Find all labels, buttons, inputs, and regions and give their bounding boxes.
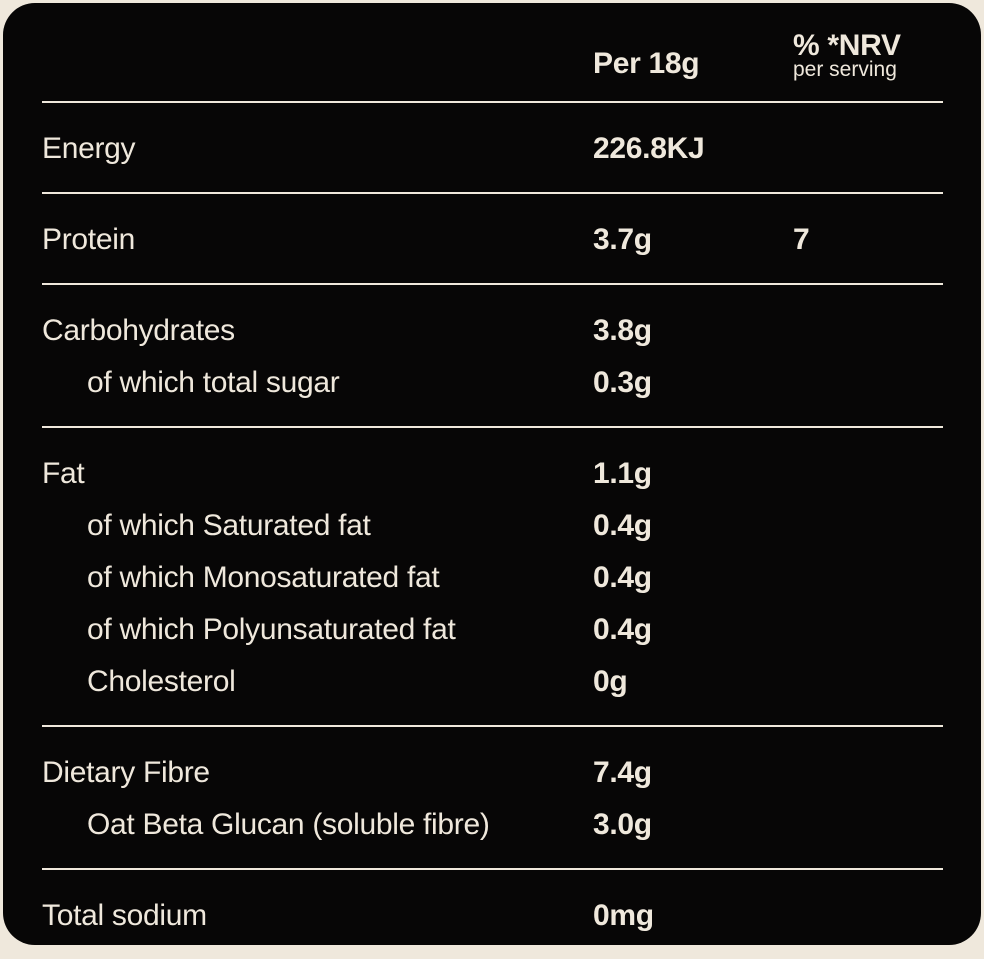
row-label: Carbohydrates — [42, 314, 235, 347]
row-value: 0.4g — [593, 613, 652, 646]
table-body: Energy 226.8KJ Protein 3.7g 7 Carbohydra… — [42, 103, 943, 959]
table-row: Dietary Fibre 7.4g — [42, 756, 943, 790]
table-header-row: Per 18g % *NRV per serving — [42, 3, 943, 103]
table-row: of which Monosaturated fat 0.4g — [42, 561, 943, 595]
header-nrv-title: % *NRV — [793, 29, 901, 62]
row-value: 0.4g — [593, 561, 652, 594]
row-nrv: 7 — [793, 223, 810, 256]
row-label: of which Monosaturated fat — [87, 561, 440, 594]
table-row: of which Saturated fat 0.4g — [42, 509, 943, 543]
table-section: Protein 3.7g 7 — [42, 194, 943, 285]
header-nrv-subtitle: per serving — [793, 58, 897, 81]
row-label: of which Polyunsaturated fat — [87, 613, 456, 646]
row-label: Fat — [42, 457, 85, 490]
row-label: Oat Beta Glucan (soluble fibre) — [87, 808, 490, 841]
row-value: 226.8KJ — [593, 132, 705, 165]
table-section: Energy 226.8KJ — [42, 103, 943, 194]
row-label: Total sodium — [42, 899, 207, 932]
row-value: 3.8g — [593, 314, 652, 347]
nutrition-facts-card: Per 18g % *NRV per serving Energy 226.8K… — [3, 3, 981, 945]
table-section: Dietary Fibre 7.4g Oat Beta Glucan (solu… — [42, 727, 943, 870]
table-section: Carbohydrates 3.8g of which total sugar … — [42, 285, 943, 428]
row-value: 3.7g — [593, 223, 652, 256]
row-label: of which total sugar — [87, 366, 340, 399]
table-row: Cholesterol 0g — [42, 665, 943, 699]
row-value: 1.1g — [593, 457, 652, 490]
row-label: Dietary Fibre — [42, 756, 210, 789]
header-nrv: % *NRV per serving — [793, 29, 943, 81]
row-value: 0mg — [593, 899, 654, 932]
table-row: Oat Beta Glucan (soluble fibre) 3.0g — [42, 808, 943, 842]
table-section: Total sodium 0mg — [42, 870, 943, 959]
row-label: Cholesterol — [87, 665, 236, 698]
table-row: Carbohydrates 3.8g — [42, 314, 943, 348]
table-row: Protein 3.7g 7 — [42, 223, 943, 257]
table-row: of which Polyunsaturated fat 0.4g — [42, 613, 943, 647]
row-label: Energy — [42, 132, 136, 165]
table-section: Fat 1.1g of which Saturated fat 0.4g of … — [42, 428, 943, 727]
row-value: 0g — [593, 665, 628, 698]
table-row: Total sodium 0mg — [42, 899, 943, 933]
row-value: 3.0g — [593, 808, 652, 841]
row-value: 0.3g — [593, 366, 652, 399]
row-value: 0.4g — [593, 509, 652, 542]
header-amount-label: Per 18g — [593, 47, 700, 80]
table-row: of which total sugar 0.3g — [42, 366, 943, 400]
row-value: 7.4g — [593, 756, 652, 789]
table-row: Fat 1.1g — [42, 457, 943, 491]
row-label: Protein — [42, 223, 135, 256]
table-row: Energy 226.8KJ — [42, 132, 943, 166]
row-label: of which Saturated fat — [87, 509, 371, 542]
